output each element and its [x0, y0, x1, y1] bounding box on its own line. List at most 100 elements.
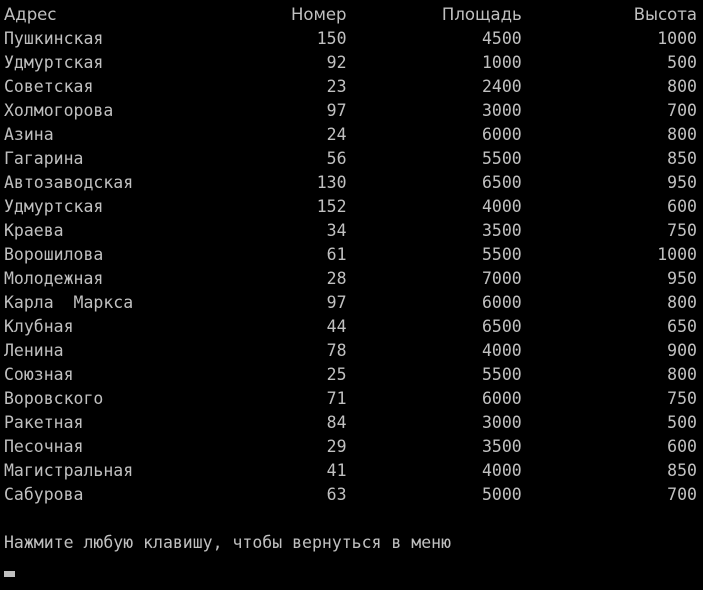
cell-height: 1000	[657, 29, 697, 48]
cell-number: 24	[326, 125, 347, 144]
cell-number: 97	[326, 101, 347, 120]
table-row: Автозаводская 130 6500 950	[4, 171, 697, 195]
cell-height: 800	[667, 365, 697, 384]
table-row: Гагарина 56 5500 850	[4, 147, 697, 171]
cell-address: Удмуртская	[4, 197, 104, 216]
cell-height: 950	[667, 173, 697, 192]
table-row: Ворошилова 61 5500 1000	[4, 243, 697, 267]
table-body: Пушкинская 150 4500 1000 Удмуртская 92 1000 500…	[4, 27, 697, 507]
cell-height: 500	[667, 413, 697, 432]
cell-area: 5500	[482, 365, 522, 384]
cell-area: 6500	[482, 173, 522, 192]
cell-area: 6500	[482, 317, 522, 336]
cell-area: 3500	[482, 221, 522, 240]
table-row: Ленина 78 4000 900	[4, 339, 697, 363]
cell-area: 3000	[482, 413, 522, 432]
cell-area: 6000	[482, 125, 522, 144]
cell-height: 750	[667, 221, 697, 240]
table-row: Песочная 29 3500 600	[4, 435, 697, 459]
cell-number: 78	[326, 341, 347, 360]
cell-height: 850	[667, 461, 697, 480]
cell-address: Пушкинская	[4, 29, 104, 48]
cell-number: 28	[326, 269, 347, 288]
cell-height: 800	[667, 125, 697, 144]
table-row: Холмогорова 97 3000 700	[4, 99, 697, 123]
cell-height: 500	[667, 53, 697, 72]
cell-number: 23	[326, 77, 347, 96]
cell-height: 750	[667, 389, 697, 408]
cell-number: 63	[326, 485, 347, 504]
table-header: Адрес Номер Площадь Высота	[4, 3, 697, 27]
cell-height: 700	[667, 101, 697, 120]
cell-number: 150	[316, 29, 347, 48]
column-header-height: Высота	[633, 5, 697, 24]
cell-area: 4500	[482, 29, 522, 48]
cell-area: 4000	[482, 461, 522, 480]
cell-address: Азина	[4, 125, 54, 144]
cell-area: 7000	[482, 269, 522, 288]
cell-number: 92	[326, 53, 347, 72]
cell-address: Сабурова	[4, 485, 84, 504]
cell-area: 3000	[482, 101, 522, 120]
cell-address: Гагарина	[4, 149, 84, 168]
cell-area: 4000	[482, 341, 522, 360]
table-row: Воровского 71 6000 750	[4, 387, 697, 411]
cell-address: Ворошилова	[4, 245, 104, 264]
table-row: Союзная 25 5500 800	[4, 363, 697, 387]
cell-address: Ракетная	[4, 413, 84, 432]
cell-number: 44	[326, 317, 347, 336]
cell-area: 3500	[482, 437, 522, 456]
cell-number: 34	[326, 221, 347, 240]
table-row: Молодежная 28 7000 950	[4, 267, 697, 291]
cell-number: 29	[326, 437, 347, 456]
return-to-menu-prompt: Нажмите любую клавишу, чтобы вернуться в…	[4, 533, 452, 552]
cell-number: 130	[316, 173, 347, 192]
cell-address: Советская	[4, 77, 94, 96]
cell-number: 25	[326, 365, 347, 384]
cell-address: Союзная	[4, 365, 74, 384]
cell-area: 4000	[482, 197, 522, 216]
cell-area: 5000	[482, 485, 522, 504]
cell-area: 6000	[482, 389, 522, 408]
cell-address: Карла Маркса	[4, 293, 134, 312]
cell-number: 71	[326, 389, 347, 408]
cell-height: 900	[667, 341, 697, 360]
cell-address: Ленина	[4, 341, 64, 360]
table-row: Магистральная 41 4000 850	[4, 459, 697, 483]
cell-height: 1000	[657, 245, 697, 264]
column-header-address: Адрес	[4, 5, 57, 24]
cell-height: 600	[667, 197, 697, 216]
cell-address: Молодежная	[4, 269, 104, 288]
column-header-area: Площадь	[441, 5, 522, 24]
cell-address: Воровского	[4, 389, 104, 408]
cell-address: Холмогорова	[4, 101, 114, 120]
cell-address: Краева	[4, 221, 64, 240]
cell-height: 650	[667, 317, 697, 336]
cell-address: Автозаводская	[4, 173, 134, 192]
table-row: Клубная 44 6500 650	[4, 315, 697, 339]
table-row: Ракетная 84 3000 500	[4, 411, 697, 435]
cell-number: 84	[326, 413, 347, 432]
table-row: Краева 34 3500 750	[4, 219, 697, 243]
cell-address: Песочная	[4, 437, 84, 456]
cell-number: 152	[316, 197, 347, 216]
cell-area: 5500	[482, 149, 522, 168]
cell-number: 41	[326, 461, 347, 480]
table-row: Азина 24 6000 800	[4, 123, 697, 147]
cell-address: Клубная	[4, 317, 74, 336]
cell-height: 700	[667, 485, 697, 504]
cell-area: 5500	[482, 245, 522, 264]
cell-height: 600	[667, 437, 697, 456]
cell-area: 1000	[482, 53, 522, 72]
table-row: Советская 23 2400 800	[4, 75, 697, 99]
table-row: Карла Маркса 97 6000 800	[4, 291, 697, 315]
cell-number: 97	[326, 293, 347, 312]
cell-address: Удмуртская	[4, 53, 104, 72]
text-cursor	[4, 571, 15, 577]
cell-address: Магистральная	[4, 461, 134, 480]
cell-number: 56	[326, 149, 347, 168]
console-output: Адрес Номер Площадь Высота Пушкинская 150…	[4, 3, 697, 507]
cell-height: 800	[667, 293, 697, 312]
column-header-number: Номер	[290, 5, 347, 24]
cell-height: 950	[667, 269, 697, 288]
